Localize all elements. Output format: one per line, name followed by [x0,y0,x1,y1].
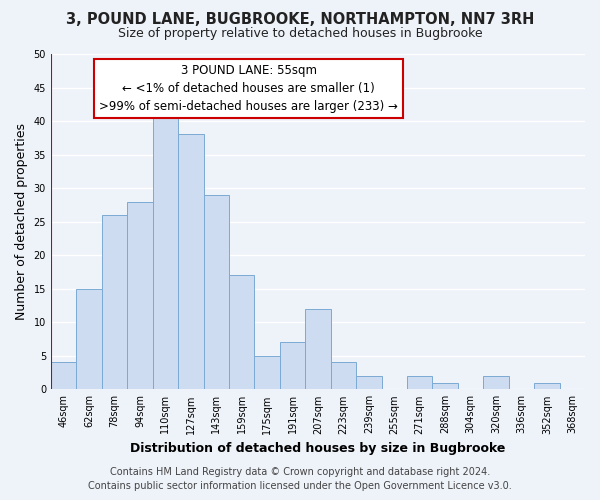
Bar [356,376,382,390]
Y-axis label: Number of detached properties: Number of detached properties [15,123,28,320]
Bar [280,342,305,390]
Bar [102,215,127,390]
Bar [407,376,433,390]
Text: Contains HM Land Registry data © Crown copyright and database right 2024.
Contai: Contains HM Land Registry data © Crown c… [88,467,512,491]
Bar [229,276,254,390]
Bar [254,356,280,390]
X-axis label: Distribution of detached houses by size in Bugbrooke: Distribution of detached houses by size … [130,442,506,455]
Text: 3 POUND LANE: 55sqm
← <1% of detached houses are smaller (1)
>99% of semi-detach: 3 POUND LANE: 55sqm ← <1% of detached ho… [99,64,398,113]
Bar [305,309,331,390]
Bar [483,376,509,390]
Bar [534,382,560,390]
Bar [51,362,76,390]
Bar [433,382,458,390]
Bar [178,134,203,390]
Bar [76,288,102,390]
Text: Size of property relative to detached houses in Bugbrooke: Size of property relative to detached ho… [118,28,482,40]
Bar [127,202,152,390]
Text: 3, POUND LANE, BUGBROOKE, NORTHAMPTON, NN7 3RH: 3, POUND LANE, BUGBROOKE, NORTHAMPTON, N… [66,12,534,28]
Bar [152,108,178,390]
Bar [331,362,356,390]
Bar [203,195,229,390]
